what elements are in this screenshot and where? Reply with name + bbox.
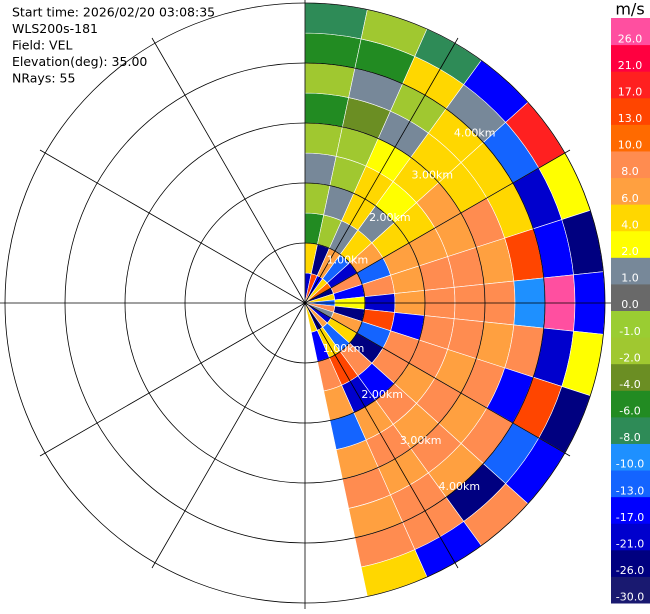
info-line: Field: VEL [12,38,72,53]
colorbar-segment [611,549,650,577]
colorbar-segment [611,496,650,524]
colorbar: -30.0 -26.0 -21.0 -17.0 -13.0 -10.0 -8.0 -6.0 -4… [611,18,650,604]
colorbar-label: 8.0 [621,165,639,178]
colorbar-label: -21.0 [616,538,644,551]
colorbar-label: 17.0 [618,85,643,98]
gate-layer [304,2,606,597]
range-label: 3.00km [411,169,453,182]
gate [304,92,350,128]
colorbar-segment [611,44,650,72]
gate [304,62,356,98]
colorbar-label: -1.0 [619,325,640,338]
spoke [304,302,459,569]
colorbar-label: -8.0 [619,431,640,444]
colorbar-segment [611,470,650,498]
range-label: 4.00km [454,126,496,139]
colorbar-segment [611,310,650,338]
colorbar-segment [611,523,650,551]
colorbar-label: 0.0 [621,298,639,311]
range-label: 4.00km [438,480,480,493]
spoke [304,149,571,304]
colorbar-segment [611,18,650,46]
colorbar-label: -17.0 [616,511,644,524]
colorbar-label: -13.0 [616,484,644,497]
gate [304,122,343,157]
label-layer: 1.00km 1.00km 2.00km 2.00km 3.00km 3.00km 4.00… [323,126,496,493]
range-label: 2.00km [369,211,411,224]
range-label: 2.00km [361,388,403,401]
spoke [304,302,571,457]
colorbar-segment [611,97,650,125]
colorbar-segment [611,416,650,444]
colorbar-label: 2.0 [621,245,639,258]
colorbar-segment [611,204,650,232]
grid-layer [0,0,611,609]
colorbar-segment [611,150,650,179]
colorbar-label: 6.0 [621,192,639,205]
colorbar-segment [611,124,650,152]
range-label: 3.00km [400,434,442,447]
colorbar-segment [611,337,650,365]
spoke [151,302,306,569]
colorbar-segment [611,390,650,418]
colorbar-label: -30.0 [616,591,644,604]
colorbar-label: 13.0 [618,112,643,125]
colorbar-segment [611,71,650,99]
colorbar-segment [611,363,650,391]
colorbar-label: -4.0 [619,378,640,391]
range-label: 1.00km [323,342,365,355]
info-line: WLS200s-181 [12,21,98,36]
colorbar-segment [611,283,650,311]
colorbar-segment [611,230,650,258]
colorbar-label: 26.0 [618,32,643,45]
colorbar-unit: m/s [615,0,644,19]
spoke [39,149,306,304]
colorbar-label: -2.0 [619,351,640,364]
spoke [151,37,306,304]
colorbar-label: -26.0 [616,564,644,577]
spoke [39,302,306,457]
info-line: NRays: 55 [12,71,75,86]
range-label: 1.00km [327,254,369,267]
colorbar-segment [611,576,650,604]
colorbar-label: 21.0 [618,59,643,72]
colorbar-segment [611,177,650,205]
spoke [304,37,459,304]
colorbar-segment [611,443,650,471]
colorbar-label: 10.0 [618,139,643,152]
colorbar-segment [611,257,650,285]
colorbar-label: 1.0 [621,272,639,285]
colorbar-label: -6.0 [619,405,640,418]
colorbar-label: 4.0 [621,218,639,231]
info-line: Elevation(deg): 35.00 [12,54,147,69]
info-line: Start time: 2026/02/20 03:08:35 [12,5,215,20]
colorbar-label: -10.0 [616,458,644,471]
